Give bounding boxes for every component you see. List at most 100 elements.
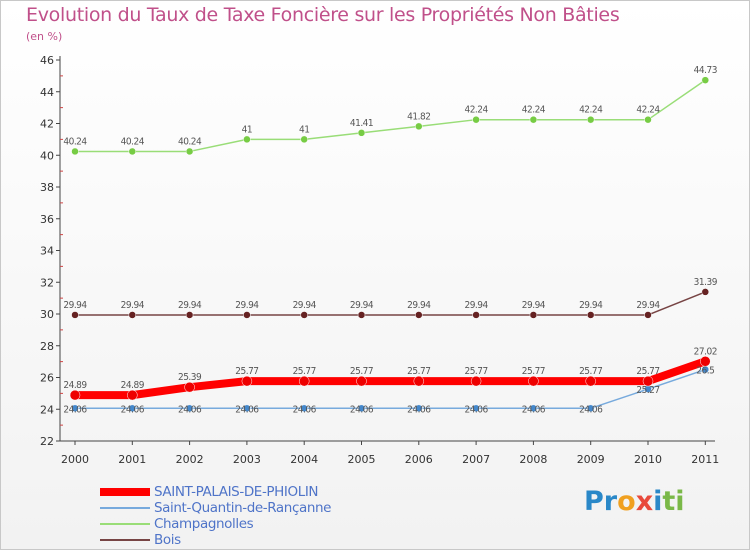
data-label: 24.06 <box>522 404 546 415</box>
logo-letter: P <box>584 486 604 517</box>
data-label: 24.89 <box>121 380 145 391</box>
data-label: 27.02 <box>694 346 717 357</box>
series-line-saint-palais-de-phiolin <box>71 357 710 400</box>
legend-label: Saint-Quantin-de-Rançanne <box>154 500 332 516</box>
data-labels-layer: 40.24 40.24 40.24 41 41 41.41 41.82 42.24 42.24 4… <box>63 65 718 415</box>
data-label: 29.94 <box>121 300 145 311</box>
data-point <box>586 115 595 124</box>
data-label: 29.94 <box>464 300 488 311</box>
y-tick-label: 40 <box>40 149 54 162</box>
series-line-champagnolles <box>74 79 707 153</box>
data-point <box>528 375 539 387</box>
data-point <box>586 311 595 319</box>
data-label: 24.06 <box>407 404 431 415</box>
data-point <box>243 404 251 413</box>
x-tick-label: 2005 <box>348 453 376 466</box>
data-point <box>300 311 308 319</box>
data-label: 40.24 <box>121 136 145 147</box>
x-tick-label: 2002 <box>176 453 204 466</box>
data-label: 29.94 <box>178 300 202 311</box>
data-label: 42.24 <box>636 105 660 116</box>
data-label: 24.06 <box>235 404 259 415</box>
data-label: 42.24 <box>522 105 546 116</box>
y-tick-label: 42 <box>40 118 54 131</box>
data-label: 24.06 <box>178 404 202 415</box>
legend-swatch <box>100 507 150 509</box>
data-point <box>472 115 480 124</box>
y-tick-label: 36 <box>40 213 54 226</box>
data-label: 24.06 <box>579 404 603 415</box>
y-tick-label: 38 <box>40 181 54 194</box>
data-label: 24.89 <box>63 380 87 391</box>
y-tick-label: 44 <box>40 86 54 99</box>
series-line-saint-quantin-de-ran-anne <box>74 368 707 410</box>
data-label: 42.24 <box>464 105 488 116</box>
data-point <box>185 147 194 156</box>
data-label: 24.06 <box>63 404 87 415</box>
data-point <box>529 115 538 124</box>
data-point <box>529 311 538 319</box>
data-point <box>585 375 596 387</box>
data-label: 31.39 <box>694 277 718 288</box>
data-label: 41 <box>299 124 309 135</box>
data-label: 24.06 <box>293 404 317 415</box>
data-label: 24.06 <box>350 404 374 415</box>
x-tick-label: 2007 <box>462 453 490 466</box>
data-point <box>701 76 710 84</box>
data-point <box>184 381 195 393</box>
x-tick-label: 2001 <box>118 453 146 466</box>
data-label: 25.77 <box>579 366 602 377</box>
data-point <box>300 135 308 144</box>
logo-letter: t <box>662 486 676 517</box>
data-label: 25.77 <box>464 366 487 377</box>
data-point <box>128 311 137 319</box>
data-point <box>644 115 652 124</box>
data-point <box>185 311 194 319</box>
y-tick-label: 34 <box>40 245 54 258</box>
x-tick-label: 2004 <box>290 453 318 466</box>
data-label: 44.73 <box>694 65 717 76</box>
data-label: 40.24 <box>178 136 202 147</box>
y-tick-label: 28 <box>40 340 54 353</box>
data-label: 29.94 <box>293 300 317 311</box>
data-point <box>300 404 308 413</box>
data-point <box>529 404 538 413</box>
chart-subtitle: (en %) <box>26 30 63 43</box>
data-point <box>415 122 423 131</box>
data-point <box>128 147 137 156</box>
data-label: 29.94 <box>63 300 87 311</box>
data-point <box>241 375 253 387</box>
legend-swatch <box>100 488 150 496</box>
data-label: 25.77 <box>293 366 316 377</box>
legend-label: Champagnolles <box>154 516 254 532</box>
y-tick-label: 26 <box>40 372 54 385</box>
x-tick-label: 2006 <box>405 453 433 466</box>
y-tick-label: 30 <box>40 308 54 321</box>
data-point <box>472 311 480 319</box>
data-point <box>586 404 595 413</box>
data-point <box>71 147 79 156</box>
series-layer <box>69 76 711 413</box>
data-label: 29.94 <box>407 300 431 311</box>
chart-title: Evolution du Taux de Taxe Foncière sur l… <box>26 4 620 26</box>
data-point <box>243 135 251 144</box>
legend-label: Bois <box>154 532 181 548</box>
data-label: 29.94 <box>636 300 660 311</box>
x-tick-label: 2008 <box>519 453 547 466</box>
data-point <box>357 404 366 413</box>
y-tick-label: 22 <box>40 435 54 448</box>
logo-letter: o <box>617 486 636 517</box>
data-point <box>357 129 366 137</box>
data-label: 25.77 <box>235 366 258 377</box>
data-label: 24.06 <box>464 404 488 415</box>
data-point <box>415 311 423 319</box>
data-label: 41.41 <box>350 118 373 129</box>
x-tick-label: 2009 <box>577 453 605 466</box>
data-point <box>356 375 367 387</box>
logo-letter: x <box>635 486 654 517</box>
data-point <box>357 311 366 319</box>
data-point <box>185 404 194 413</box>
data-label: 24.06 <box>121 404 145 415</box>
